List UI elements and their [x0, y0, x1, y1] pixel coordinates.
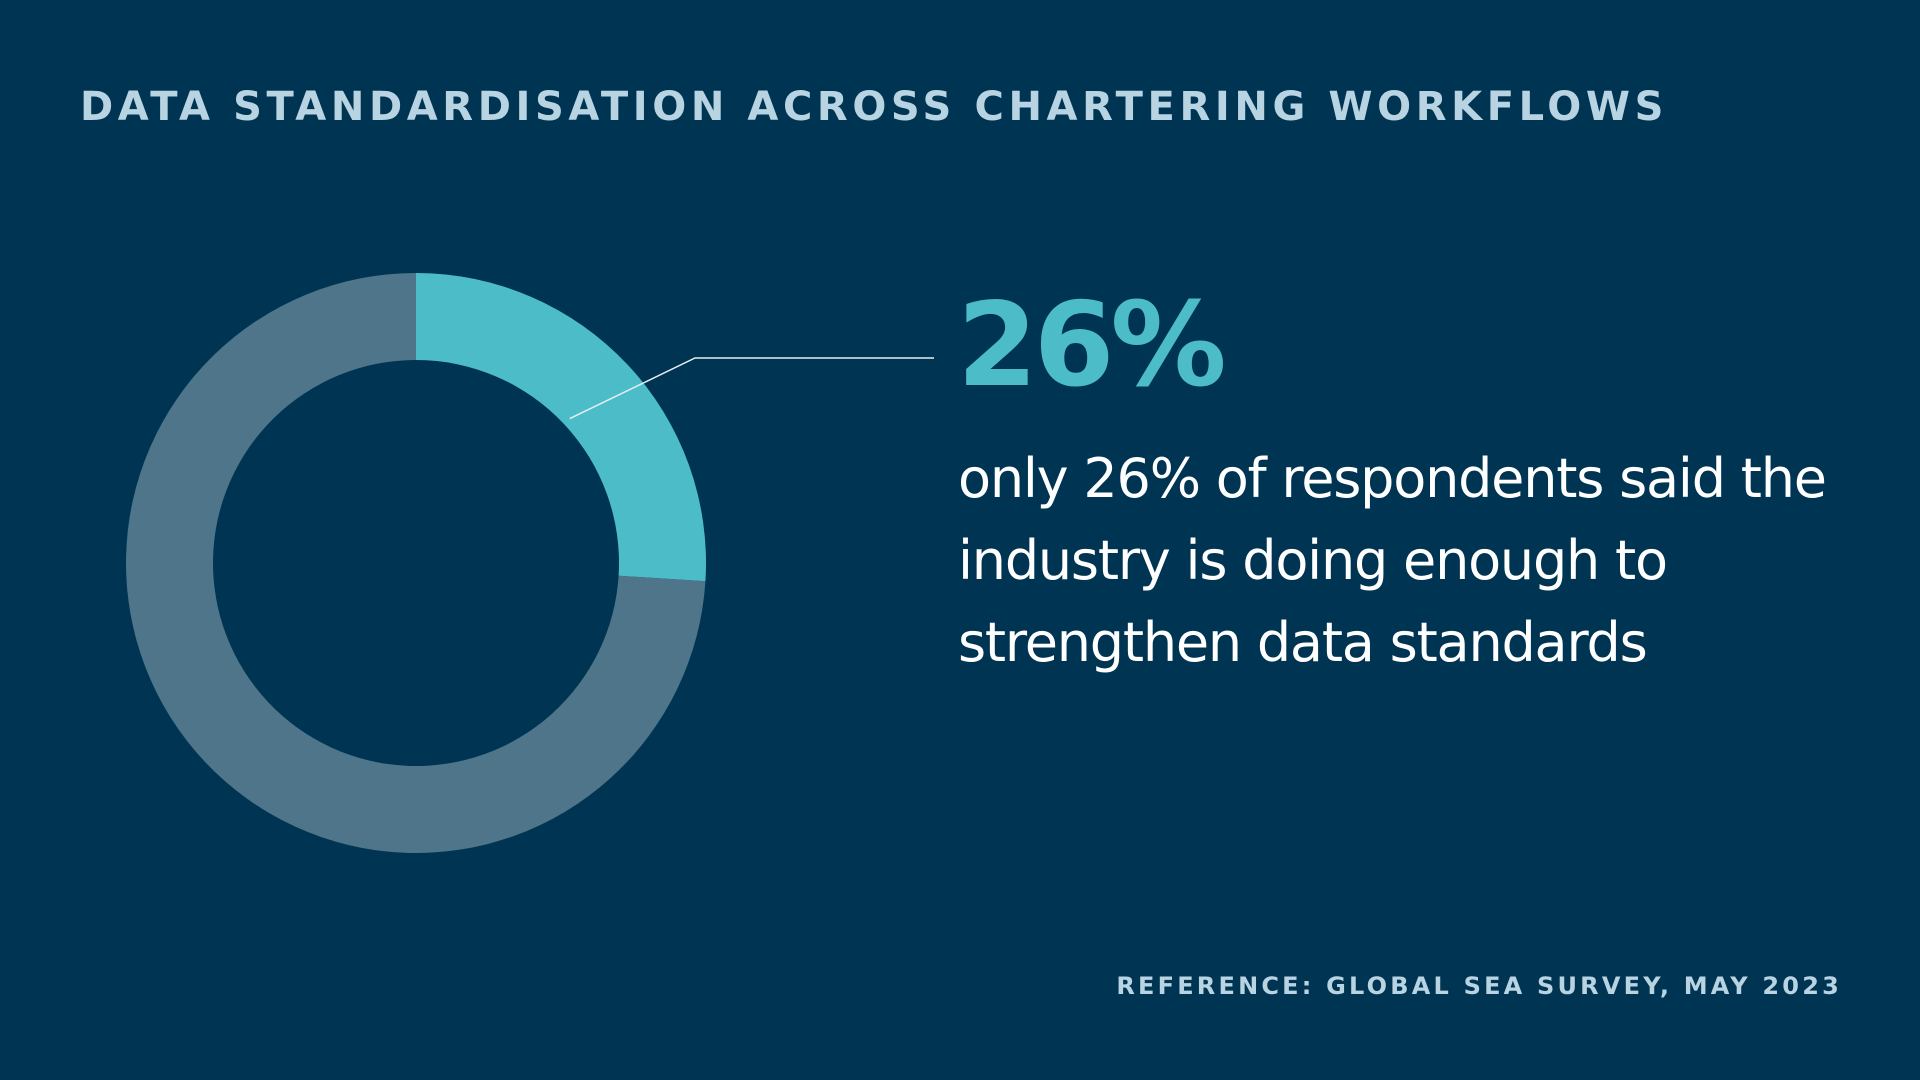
chart-title: DATA STANDARDISATION ACROSS CHARTERING W… [80, 84, 1669, 130]
donut-slices [125, 273, 706, 853]
leader-line [569, 357, 934, 420]
source-reference: REFERENCE: GLOBAL SEA SURVEY, MAY 2023 [1116, 972, 1842, 1000]
donut-slice-highlight [416, 273, 706, 582]
annotation-text: only 26% of respondents said the industr… [958, 447, 1827, 674]
highlight-value: 26% [957, 278, 1227, 413]
donut-slice-remainder [125, 273, 706, 853]
